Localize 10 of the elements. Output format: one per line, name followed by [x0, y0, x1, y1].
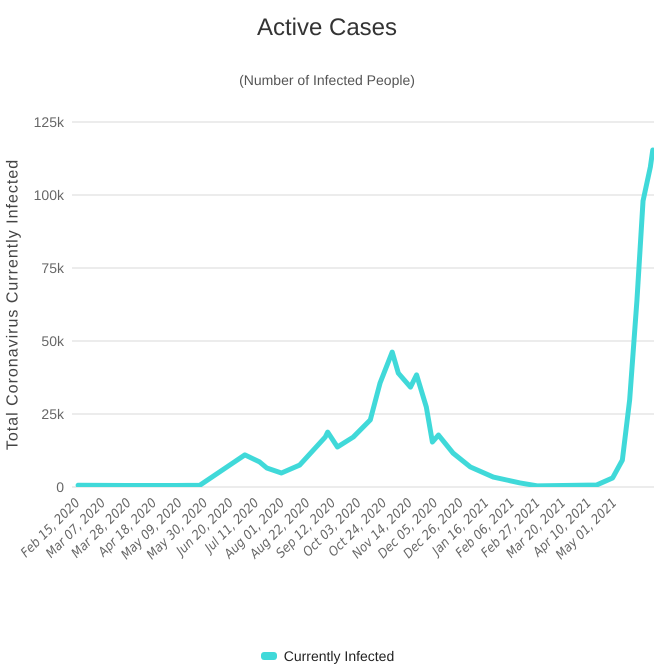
legend-label: Currently Infected: [284, 648, 394, 664]
y-tick-label: 125k: [34, 114, 65, 130]
y-tick-label: 25k: [41, 406, 65, 422]
y-axis-title: Total Coronavirus Currently Infected: [4, 158, 22, 450]
y-tick-label: 100k: [34, 186, 65, 203]
y-tick-label: 75k: [41, 260, 65, 276]
y-tick-label: 50k: [41, 332, 65, 349]
chart-title: Active Cases: [256, 14, 398, 42]
y-tick-label: 0: [56, 478, 64, 495]
chart-subtitle: (Number of Infected People): [238, 72, 416, 88]
